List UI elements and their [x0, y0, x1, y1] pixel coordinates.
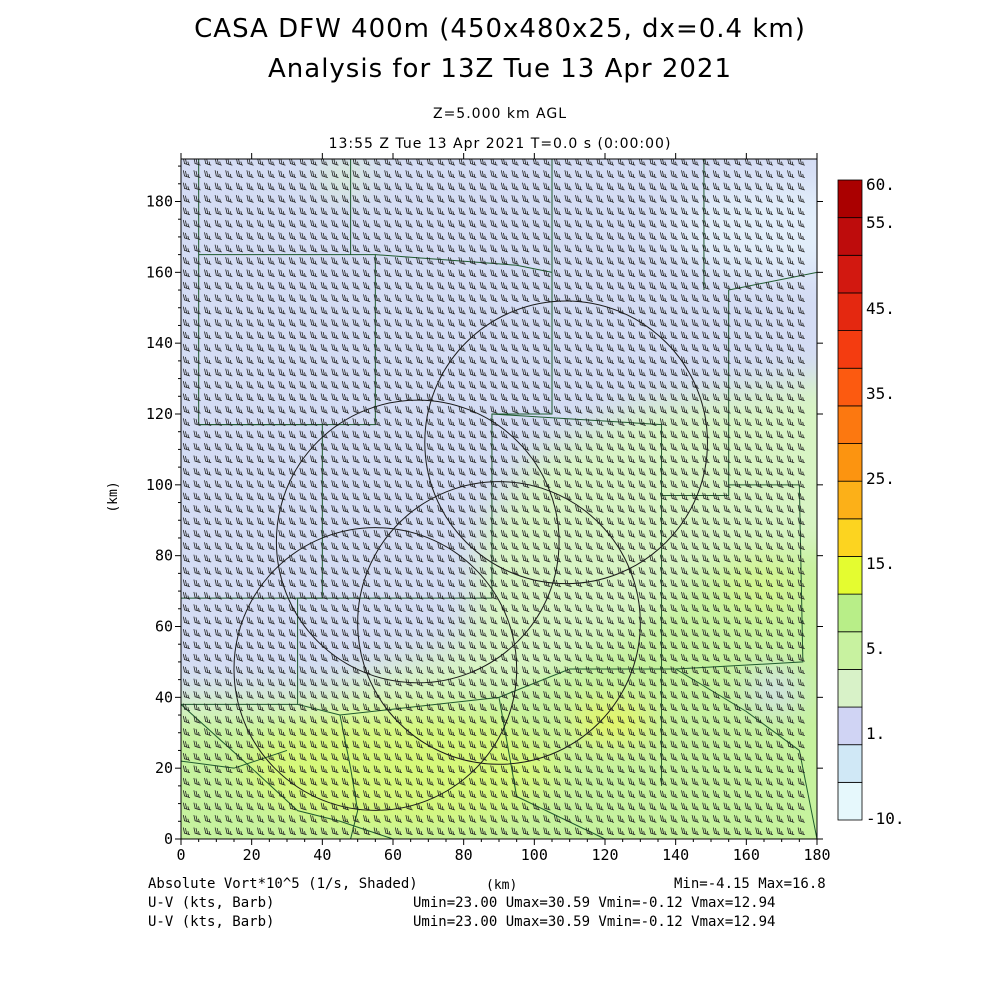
- colorbar-segment: [837, 254, 863, 294]
- colorbar-label: 60.: [866, 175, 895, 194]
- x-tick-label: 180: [803, 846, 830, 864]
- colorbar-label: 1.: [866, 724, 885, 743]
- range-ring-3: [357, 481, 641, 765]
- y-tick-label: 0: [164, 830, 173, 848]
- county-line-5: [181, 597, 323, 705]
- y-tick-label: 160: [146, 263, 173, 281]
- colorbar-segment: [837, 330, 863, 369]
- colorbar-segment: [837, 217, 863, 256]
- colorbar-label: 25.: [866, 469, 895, 488]
- x-tick-label: 160: [733, 846, 760, 864]
- y-tick-label: 180: [146, 193, 173, 211]
- y-tick-label: 80: [155, 547, 173, 565]
- vorticity-shading: [181, 159, 817, 839]
- county-line-16: [181, 749, 288, 769]
- axes: [175, 153, 823, 845]
- colorbar-segment: [837, 631, 863, 670]
- colorbar-segment: [837, 518, 863, 557]
- y-tick-label: 40: [155, 688, 173, 706]
- x-tick-label: 140: [662, 846, 689, 864]
- county-line-15: [675, 668, 817, 839]
- colorbar-segment: [837, 669, 863, 708]
- colorbar-segment: [837, 706, 863, 746]
- colorbar-segment: [837, 367, 863, 407]
- field-label: Absolute Vort*10^5 (1/s, Shaded): [148, 876, 418, 892]
- colorbar-label: -10.: [866, 809, 905, 828]
- valid-time-label: 13:55 Z Tue 13 Apr 2021 T=0.0 s (0:00:00…: [328, 136, 672, 152]
- colorbar-segment: [837, 443, 863, 482]
- barb-stats-1: Umin=23.00 Umax=30.59 Vmin=-0.12 Vmax=12…: [413, 895, 776, 911]
- x-tick-label: 120: [591, 846, 618, 864]
- x-tick-label: 20: [243, 846, 261, 864]
- x-tick-label: 60: [384, 846, 402, 864]
- county-line-13: [339, 714, 359, 839]
- x-tick-label: 0: [176, 846, 185, 864]
- range-ring-4: [233, 527, 518, 811]
- analysis-time-title: Analysis for 13Z Tue 13 Apr 2021: [268, 54, 732, 84]
- barb-label-1: U-V (kts, Barb): [148, 895, 275, 911]
- y-tick-label: 120: [146, 405, 173, 423]
- level-label: Z=5.000 km AGL: [432, 106, 568, 122]
- colorbar: 60. 55. 45. 35. 25. 15. 5. 1. -10.: [837, 175, 905, 828]
- colorbar-segment: [837, 480, 863, 520]
- colorbar-segment: [837, 744, 863, 783]
- colorbar-segment: [837, 292, 863, 331]
- colorbar-segment: [837, 593, 863, 633]
- x-axis-label: (km): [486, 878, 518, 893]
- x-tick-label: 40: [313, 846, 331, 864]
- colorbar-label: 15.: [866, 554, 895, 573]
- colorbar-segment: [837, 405, 863, 444]
- y-tick-label: 20: [155, 759, 173, 777]
- colorbar-label: 45.: [866, 299, 895, 318]
- colorbar-label: 5.: [866, 639, 885, 658]
- colorbar-segment: [837, 781, 863, 821]
- colorbar-segment: [837, 179, 863, 219]
- barb-label-2: U-V (kts, Barb): [148, 914, 275, 930]
- x-tick-label: 80: [455, 846, 473, 864]
- y-tick-label: 100: [146, 476, 173, 494]
- min-max-label: Min=-4.15 Max=16.8: [674, 876, 826, 892]
- colorbar-label: 35.: [866, 384, 895, 403]
- county-line-2: [375, 159, 553, 273]
- y-tick-label: 60: [155, 618, 173, 636]
- wind-barbs: [182, 159, 805, 836]
- colorbar-label: 55.: [866, 213, 895, 232]
- map-title: CASA DFW 400m (450x480x25, dx=0.4 km): [194, 14, 806, 44]
- barb-stats-2: Umin=23.00 Umax=30.59 Vmin=-0.12 Vmax=12…: [413, 914, 776, 930]
- y-axis-label: (km): [106, 481, 121, 512]
- colorbar-segment: [837, 556, 863, 595]
- x-tick-label: 100: [521, 846, 548, 864]
- y-tick-label: 140: [146, 334, 173, 352]
- county-line-14: [498, 697, 606, 839]
